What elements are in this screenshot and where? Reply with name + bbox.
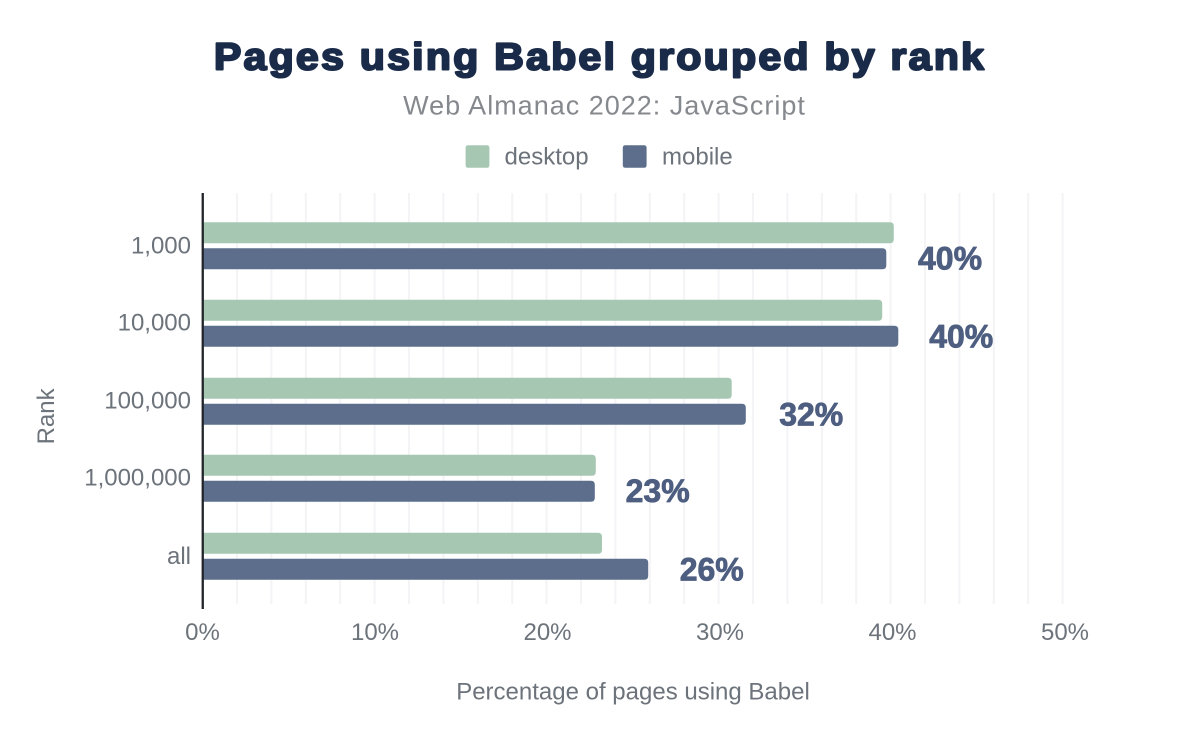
svg-text:40%: 40% bbox=[929, 319, 993, 355]
svg-text:40%: 40% bbox=[918, 241, 982, 277]
svg-text:Pages using Babel grouped by r: Pages using Babel grouped by rank bbox=[214, 36, 986, 78]
svg-text:Rank: Rank bbox=[33, 387, 60, 444]
svg-text:1,000: 1,000 bbox=[131, 232, 191, 259]
svg-text:40%: 40% bbox=[868, 619, 916, 646]
svg-text:10,000: 10,000 bbox=[118, 310, 191, 337]
svg-text:mobile: mobile bbox=[662, 143, 733, 170]
svg-text:30%: 30% bbox=[696, 619, 744, 646]
svg-text:1,000,000: 1,000,000 bbox=[84, 465, 191, 492]
svg-text:10%: 10% bbox=[351, 619, 399, 646]
svg-text:23%: 23% bbox=[626, 473, 690, 509]
svg-text:Percentage of pages using Babe: Percentage of pages using Babel bbox=[456, 678, 810, 705]
svg-text:26%: 26% bbox=[680, 551, 744, 587]
svg-text:0%: 0% bbox=[185, 619, 220, 646]
svg-text:100,000: 100,000 bbox=[104, 387, 191, 414]
svg-text:50%: 50% bbox=[1041, 619, 1089, 646]
svg-text:Web Almanac 2022: JavaScript: Web Almanac 2022: JavaScript bbox=[403, 91, 806, 121]
svg-text:32%: 32% bbox=[779, 396, 843, 432]
svg-text:all: all bbox=[167, 543, 191, 570]
svg-text:20%: 20% bbox=[523, 619, 571, 646]
svg-text:desktop: desktop bbox=[505, 143, 589, 170]
